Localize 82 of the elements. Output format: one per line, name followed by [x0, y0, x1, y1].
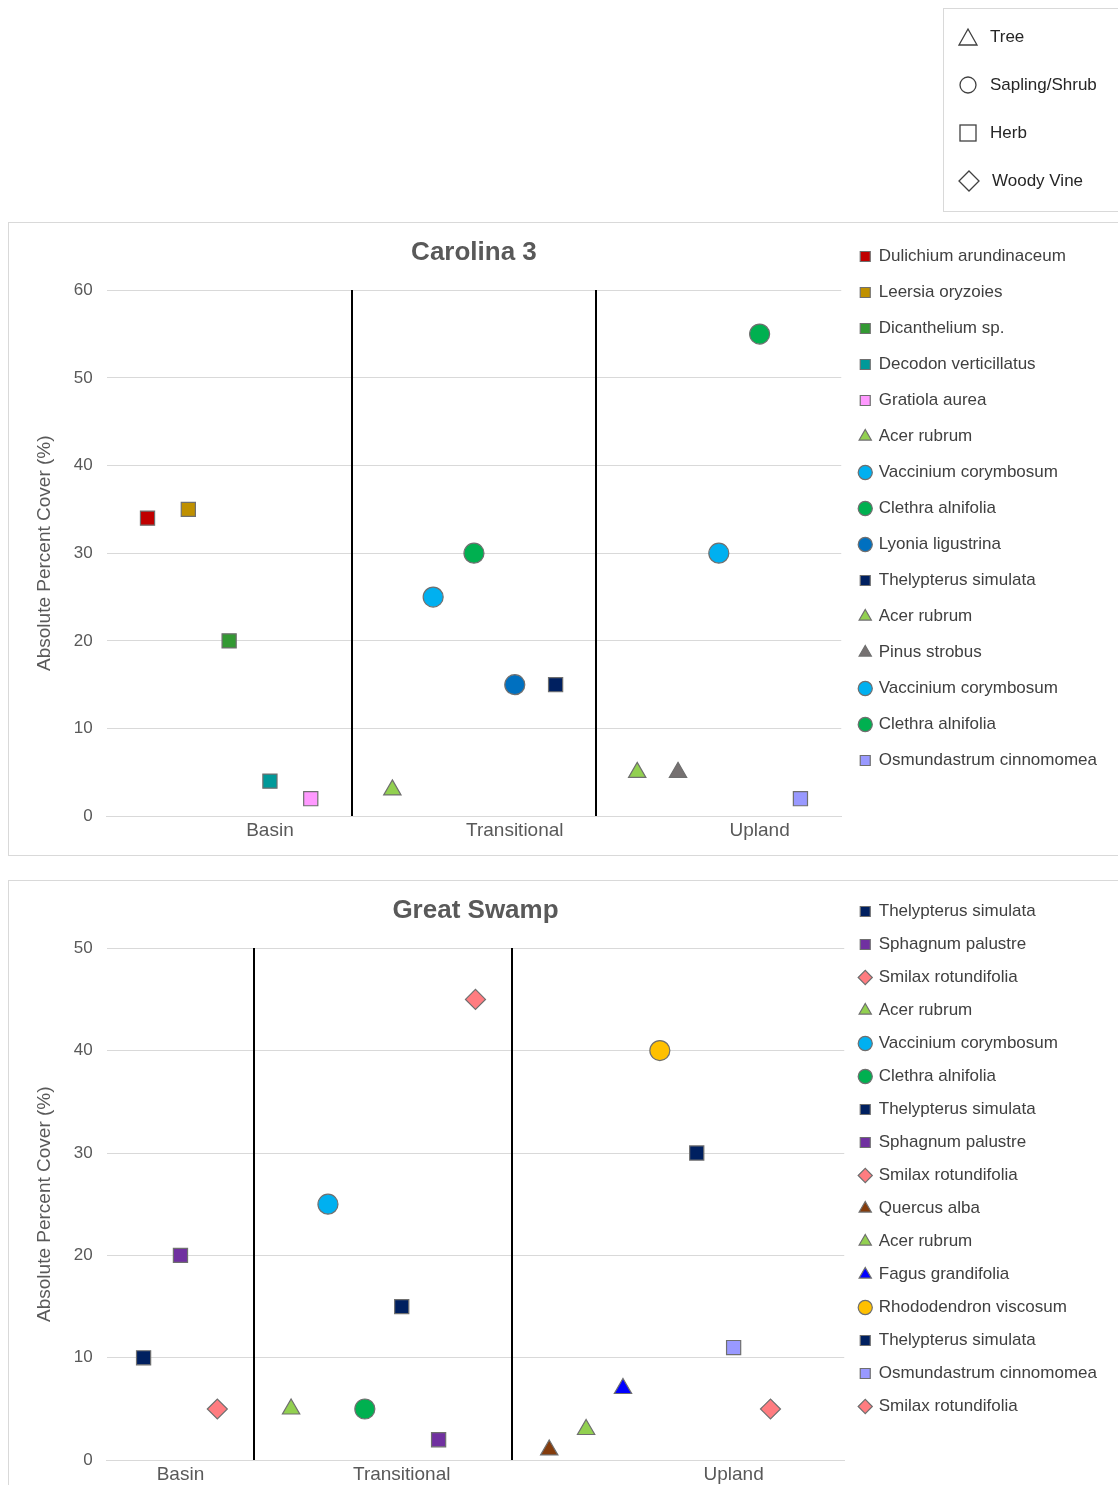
point: [430, 1432, 447, 1448]
legend-label: Lyonia ligustrina: [878, 534, 1002, 554]
y-tick-label: 10: [73, 718, 93, 738]
legend-label: Thelypterus simulata: [878, 1099, 1037, 1119]
text: Sapling/Shrub: [990, 75, 1097, 95]
point: [317, 1193, 339, 1215]
legend-label: Quercus alba: [878, 1198, 981, 1218]
y-tick-label: 30: [73, 542, 93, 562]
legend-label: Rhododendron viscosum: [878, 1297, 1067, 1317]
point: [206, 1398, 228, 1420]
chart-title: Carolina 3: [411, 235, 537, 266]
point: [303, 791, 319, 807]
legend-label: Vaccinium corymbosum: [878, 1033, 1058, 1053]
y-tick-label: 20: [73, 630, 93, 650]
point: [221, 633, 237, 649]
y-tick-label: 40: [73, 1040, 93, 1060]
point: [708, 542, 730, 564]
legend-label: Pinus strobus: [878, 642, 982, 662]
y-tick-label: 20: [73, 1245, 93, 1265]
x-tick-label: Basin: [246, 818, 294, 840]
legend-label: Gratiola aurea: [878, 390, 988, 410]
point: [464, 988, 487, 1010]
point: [749, 323, 771, 345]
y-tick-label: 10: [73, 1347, 93, 1367]
point: [135, 1350, 152, 1366]
legend-label: Decodon verticillatus: [878, 354, 1036, 374]
x-tick-label: Basin: [156, 1462, 205, 1484]
legend-label: Acer rubrum: [878, 1231, 973, 1251]
legend-label: Fagus grandifolia: [878, 1264, 1010, 1284]
legend-label: Leersia oryzoies: [878, 282, 1003, 302]
text: Herb: [990, 123, 1027, 143]
point: [689, 1145, 705, 1161]
point: [725, 1339, 742, 1356]
x-tick-label: Transitional: [352, 1462, 451, 1484]
legend-label: Acer rubrum: [878, 426, 973, 446]
y-tick-label: 30: [73, 1142, 93, 1162]
legend-label: Clethra alnifolia: [878, 1066, 997, 1086]
legend-label: Vaccinium corymbosum: [878, 678, 1058, 698]
legend-label: Sphagnum palustre: [878, 934, 1027, 954]
text: Woody Vine: [992, 171, 1084, 191]
legend-label: Sphagnum palustre: [878, 1132, 1027, 1152]
point: [139, 510, 156, 526]
legend-label: Clethra alnifolia: [878, 498, 997, 518]
legend-label: Acer rubrum: [878, 606, 973, 626]
legend-label: Smilax rotundifolia: [878, 1396, 1019, 1416]
legend-label: Osmundastrum cinnomomea: [878, 750, 1098, 770]
point: [262, 773, 278, 789]
point: [463, 542, 485, 564]
point: [172, 1247, 189, 1264]
y-axis-title: Absolute Percent Cover (%): [32, 1086, 54, 1322]
legend-label: Thelypterus simulata: [878, 1330, 1037, 1350]
point: [547, 677, 564, 693]
legend-label: Smilax rotundifolia: [878, 967, 1019, 987]
legend-label: Smilax rotundifolia: [878, 1165, 1019, 1185]
legend-label: Thelypterus simulata: [878, 901, 1037, 921]
legend-label: Osmundastrum cinnomomea: [878, 1363, 1098, 1383]
x-tick-label: Upland: [703, 1462, 764, 1484]
chart-title: Great Swamp: [392, 893, 559, 924]
text: Tree: [990, 27, 1025, 47]
point: [759, 1398, 782, 1420]
legend-label: Vaccinium corymbosum: [878, 462, 1058, 482]
y-tick-label: 40: [73, 455, 93, 475]
point: [354, 1398, 376, 1420]
legend-label: Acer rubrum: [878, 1000, 973, 1020]
y-tick-label: 50: [73, 367, 93, 387]
point: [180, 501, 196, 518]
x-tick-label: Transitional: [466, 818, 564, 840]
x-tick-label: Upland: [729, 818, 790, 840]
legend-label: Dicanthelium sp.: [878, 318, 1005, 338]
y-tick-label: 0: [83, 1449, 93, 1469]
point: [792, 791, 809, 807]
point: [504, 674, 526, 696]
y-tick-label: 50: [73, 937, 93, 957]
point: [394, 1298, 410, 1315]
legend-label: Thelypterus simulata: [878, 570, 1037, 590]
legend-label: Dulichium arundinaceum: [878, 246, 1066, 266]
point: [649, 1040, 671, 1062]
legend-label: Clethra alnifolia: [878, 714, 997, 734]
point: [422, 586, 444, 608]
y-axis-title: Absolute Percent Cover (%): [32, 435, 54, 671]
y-tick-label: 0: [83, 805, 93, 825]
y-tick-label: 60: [73, 279, 93, 299]
